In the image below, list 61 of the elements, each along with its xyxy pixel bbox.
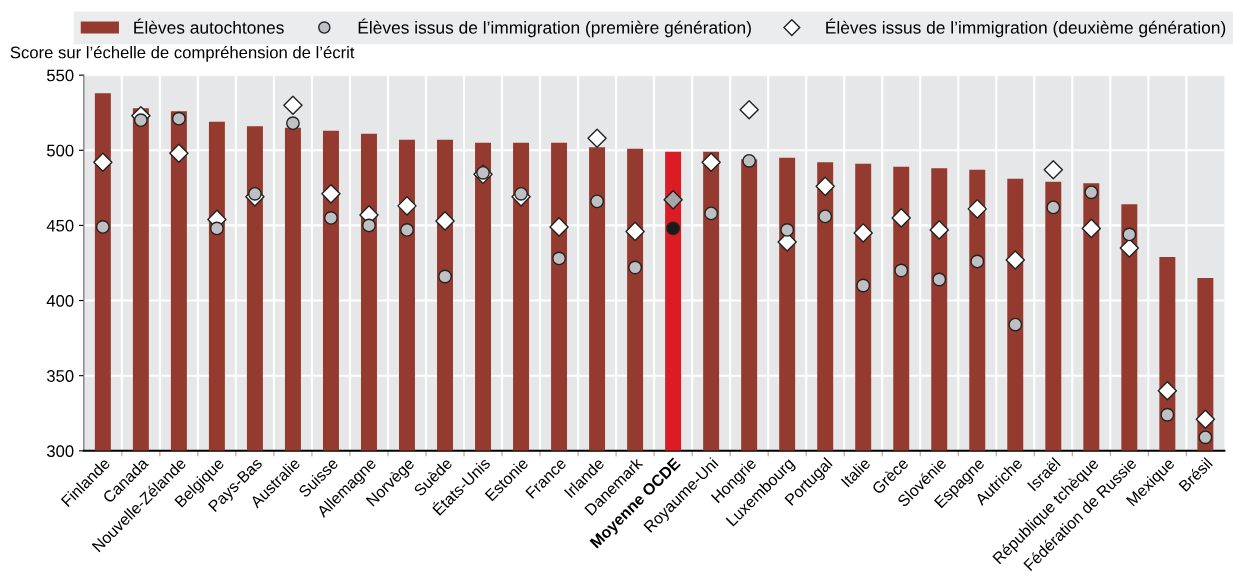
point <box>590 194 604 209</box>
point <box>552 251 566 266</box>
point <box>666 221 681 236</box>
point <box>742 153 757 168</box>
y-axis-title: Score sur l’échelle de compréhension de l’écrit <box>10 45 355 62</box>
point <box>209 221 224 236</box>
point <box>169 143 189 164</box>
point <box>663 190 683 210</box>
legend-label: Élèves issus de l’immigration (première génération) <box>358 18 751 38</box>
point <box>438 269 452 284</box>
y-tick-label: 400 <box>46 294 74 307</box>
point <box>324 210 338 225</box>
point <box>587 128 607 148</box>
point <box>739 99 759 120</box>
point <box>932 272 947 287</box>
point <box>1195 409 1216 430</box>
point <box>891 208 911 228</box>
point <box>1157 380 1178 401</box>
y-tick-label: 550 <box>46 69 74 82</box>
point <box>967 199 988 219</box>
point <box>1119 238 1140 258</box>
y-tick-label: 300 <box>46 445 74 458</box>
point <box>283 95 303 115</box>
point <box>321 184 341 204</box>
y-tick-label: 450 <box>46 219 74 232</box>
point <box>704 206 719 221</box>
point <box>1043 160 1064 180</box>
point <box>853 223 873 243</box>
x-tick-label: Italie <box>840 456 871 488</box>
point <box>1122 227 1137 242</box>
point <box>818 209 833 224</box>
point <box>95 220 110 234</box>
point <box>1198 430 1213 445</box>
y-tick-label: 350 <box>46 370 74 382</box>
point <box>628 260 643 275</box>
point <box>435 211 455 231</box>
point <box>856 278 871 293</box>
point <box>362 218 376 233</box>
point <box>815 176 835 197</box>
legend-label: Élèves issus de l’immigration (deuxième génération) <box>826 18 1226 38</box>
point <box>701 152 721 173</box>
point <box>1160 407 1175 422</box>
point <box>171 111 186 126</box>
point <box>93 152 113 173</box>
point <box>397 196 417 216</box>
point <box>625 221 645 242</box>
point <box>1046 200 1061 215</box>
point <box>780 223 795 237</box>
point <box>1084 185 1099 200</box>
point <box>286 116 300 131</box>
y-tick-label: 500 <box>46 144 74 157</box>
legend-label: Élèves autochtones <box>134 18 284 34</box>
point <box>1081 218 1102 239</box>
point <box>133 113 148 128</box>
point <box>1005 250 1026 270</box>
point <box>1008 317 1023 332</box>
point <box>549 217 569 237</box>
point <box>400 223 414 237</box>
point <box>929 220 949 240</box>
point <box>894 263 909 278</box>
point <box>970 254 985 269</box>
